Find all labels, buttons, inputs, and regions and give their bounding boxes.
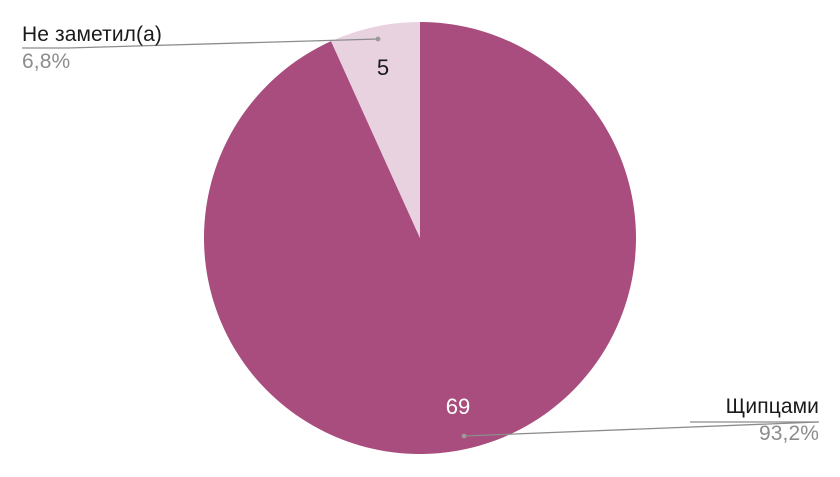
slice-value-label: 69 [445,394,471,419]
pie-slice-ne-zametil[interactable] [331,22,420,238]
callout-category-name: Не заметил(а) [22,23,162,46]
callout-ne-zametil: Не заметил(а) 6,8% [22,24,162,72]
callout-schipcami: Щипцами 93,2% [726,396,819,444]
slice-value-label: 5 [376,55,390,80]
callout-percentage: 93,2% [758,422,819,445]
leader-line-left [67,36,381,49]
callout-percentage: 6,8% [22,50,71,73]
pie-slice-schipcami[interactable] [203,22,636,455]
leader-line-right [461,421,819,439]
callout-category-name: Щипцами [725,395,819,418]
